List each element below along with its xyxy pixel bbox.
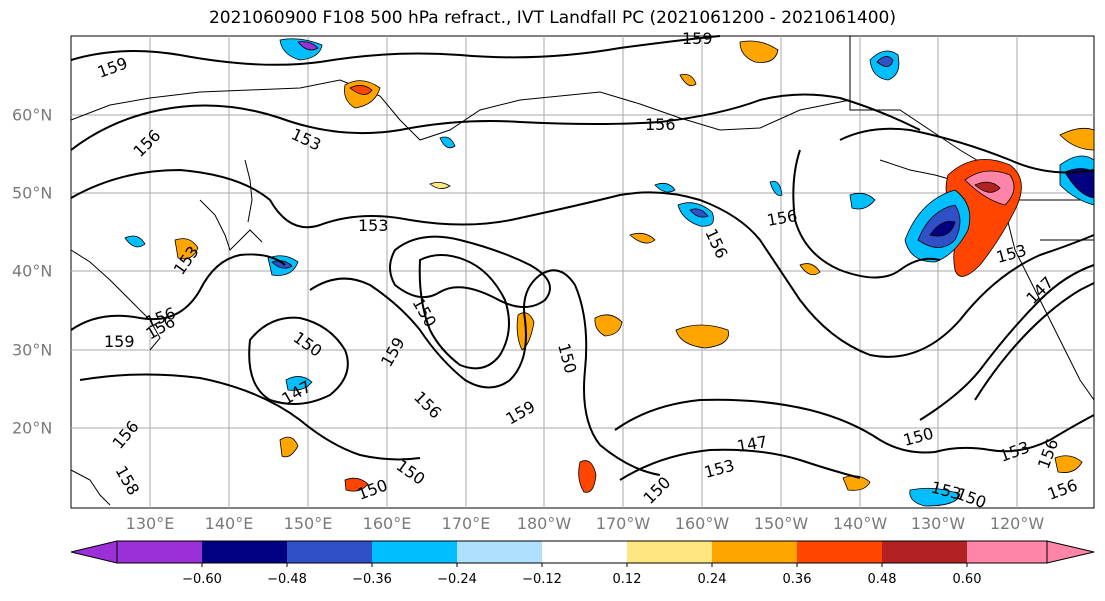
lon-label: 140°E <box>204 514 254 533</box>
lon-label: 140°W <box>832 514 888 533</box>
colorbar-segment <box>457 541 542 563</box>
lon-label: 130°W <box>910 514 966 533</box>
lon-label: 130°E <box>125 514 175 533</box>
gridlines <box>71 36 1094 508</box>
lon-label: 160°W <box>674 514 730 533</box>
colorbar-tick-label: 0.60 <box>952 572 982 587</box>
colorbar-segment <box>967 541 1047 563</box>
lon-label: 150°E <box>283 514 333 533</box>
colorbar-segment <box>627 541 712 563</box>
lat-label: 20°N <box>12 418 53 438</box>
colorbar-outline <box>116 540 1048 564</box>
contour-label: 159 <box>104 332 135 351</box>
colorbar-segment <box>372 541 457 563</box>
lon-label: 160°E <box>362 514 412 533</box>
lat-label: 50°N <box>12 183 53 203</box>
lon-label: 180°W <box>516 514 572 533</box>
colorbar-segment <box>287 541 372 563</box>
colorbar-tick-label: 0.24 <box>697 572 727 587</box>
colorbar-tick-label: −0.12 <box>522 572 562 587</box>
colorbar-extend-low <box>70 540 118 564</box>
height-contours <box>70 35 1095 481</box>
colorbar-tick-label: −0.36 <box>352 572 392 587</box>
colorbar-segment <box>117 541 202 563</box>
lat-label: 40°N <box>12 261 53 281</box>
colorbar-tick-label: −0.24 <box>437 572 477 587</box>
colorbar-tick-label: −0.48 <box>267 572 307 587</box>
contour-label: 159 <box>682 29 713 48</box>
lon-label: 170°W <box>595 514 651 533</box>
lon-label: 170°E <box>441 514 491 533</box>
contour-label: 153 <box>358 216 389 235</box>
colorbar-segment <box>882 541 967 563</box>
colorbar-segment <box>542 541 627 563</box>
colorbar-tick-label: −0.60 <box>182 572 222 587</box>
lat-label: 30°N <box>12 340 53 360</box>
colorbar-tick-label: 0.12 <box>612 572 642 587</box>
colorbar-segment <box>202 541 287 563</box>
colorbar-segment <box>712 541 797 563</box>
colorbar-tick-label: 0.36 <box>782 572 812 587</box>
lon-label: 150°W <box>753 514 809 533</box>
lat-label: 60°N <box>12 105 53 125</box>
contour-label: 156 <box>645 115 676 134</box>
colorbar-extend-high <box>1046 540 1095 564</box>
shaded-field <box>124 38 1095 507</box>
chart-title: 2021060900 F108 500 hPa refract., IVT La… <box>208 8 896 28</box>
colorbar-segment <box>797 541 882 563</box>
lon-label: 120°W <box>989 514 1045 533</box>
colorbar-tick-label: 0.48 <box>867 572 897 587</box>
map-panel: 159 159 156 153 156 153 153 156 156 150 … <box>70 29 1095 512</box>
